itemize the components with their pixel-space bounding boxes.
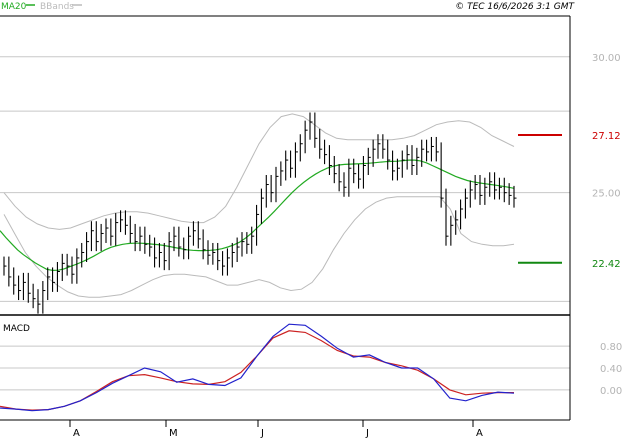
price-y-tick-label: 30.00	[592, 53, 621, 64]
level-label: 27.12	[592, 131, 621, 142]
level-label: 22.42	[592, 259, 621, 270]
price-levels: 27.12 22.42	[518, 131, 621, 270]
x-tick-label: M	[169, 428, 178, 439]
price-y-axis: 30.00 25.00	[592, 53, 621, 200]
macd-lines	[0, 323, 515, 412]
x-tick-label: J	[365, 428, 369, 439]
macd-y-tick-label: 0.00	[600, 386, 622, 397]
x-tick-label: A	[476, 428, 483, 439]
price-panel: 27.12 22.42 30.00 25.00	[0, 15, 621, 314]
macd-panel: MACD 0.80 0.40 0.00	[0, 323, 622, 412]
x-tick-label: A	[73, 428, 80, 439]
price-y-tick-label: 25.00	[592, 189, 621, 200]
bb-lower-line	[3, 196, 515, 298]
macd-main-line	[0, 323, 515, 412]
macd-y-axis: 0.80 0.40 0.00	[600, 342, 622, 397]
copyright-text: © TEC 16/6/2026 3:1 GMT	[455, 2, 575, 12]
price-bars	[3, 112, 517, 314]
x-tick-label: J	[260, 428, 264, 439]
legend-bbands-label: BBands	[40, 2, 74, 12]
macd-gridlines	[0, 345, 570, 391]
price-gridlines	[0, 56, 570, 302]
macd-y-tick-label: 0.80	[600, 342, 622, 353]
macd-title: MACD	[3, 324, 30, 334]
bb-upper-line	[3, 113, 515, 230]
legend: MA20 BBands	[1, 2, 82, 12]
bollinger-bands	[3, 113, 515, 298]
legend-ma20-label: MA20	[1, 2, 27, 12]
macd-y-tick-label: 0.40	[600, 364, 622, 375]
